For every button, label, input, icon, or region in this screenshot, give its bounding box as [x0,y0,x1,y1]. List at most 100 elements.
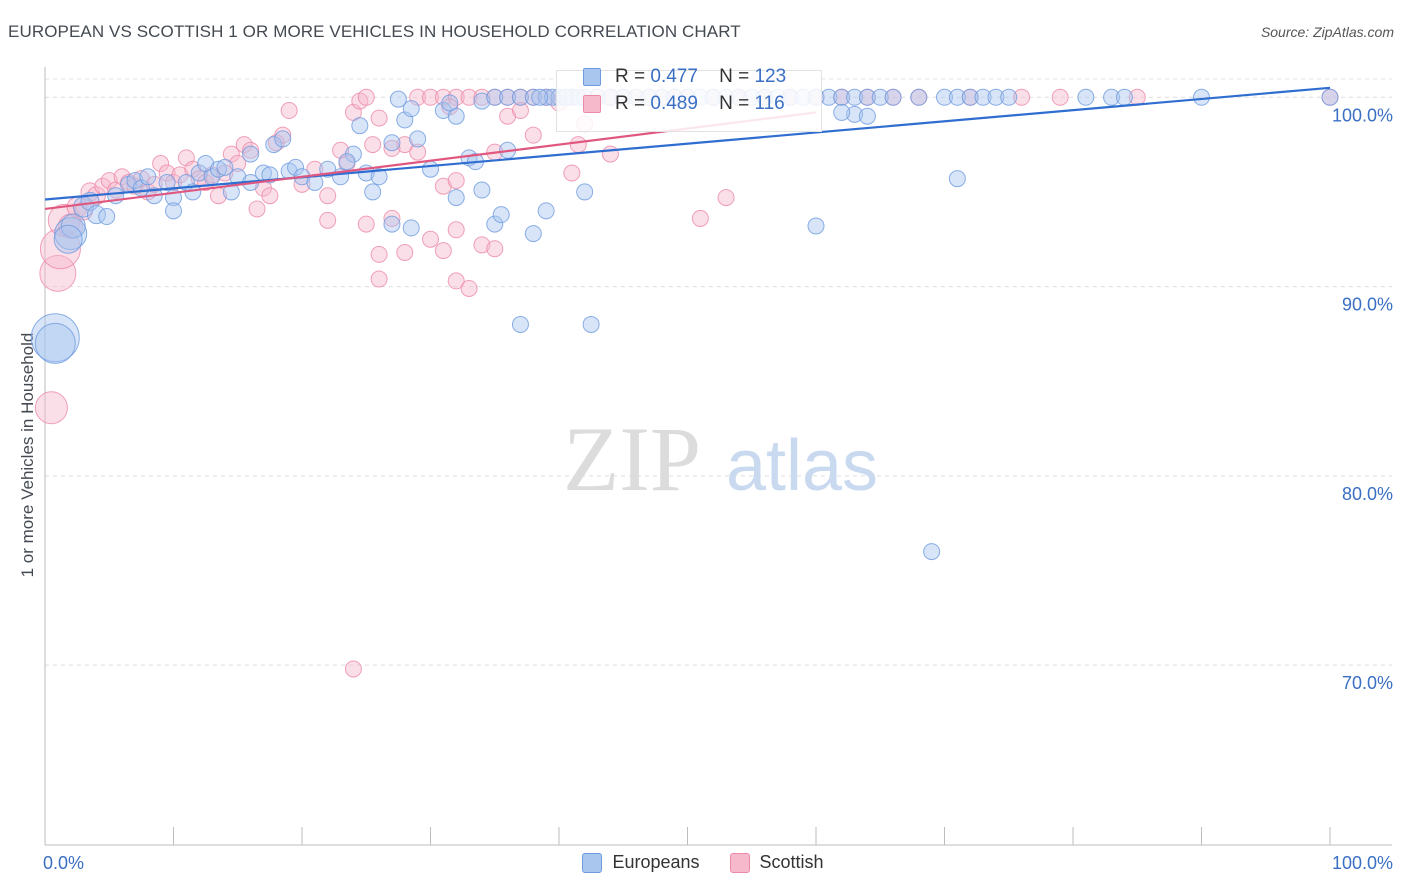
point-europeans-67 [473,92,491,110]
point-europeans-45 [383,134,401,152]
point-europeans-60 [524,225,542,243]
point-europeans-0 [30,313,80,363]
legend-item-europeans[interactable]: Europeans [582,852,700,873]
point-scottish-89 [434,177,452,195]
point-scottish-32 [242,141,260,159]
point-europeans-105 [936,88,953,106]
point-europeans-13 [139,168,157,186]
point-scottish-19 [158,164,176,182]
point-scottish-112 [511,102,529,120]
point-scottish-54 [447,88,465,106]
point-europeans-32 [274,130,292,148]
point-scottish-0 [34,391,68,425]
point-europeans-112 [1103,88,1121,106]
point-scottish-41 [319,187,337,205]
point-europeans-23 [209,160,227,178]
point-europeans-77 [531,88,549,106]
point-europeans-102 [871,88,889,106]
point-europeans-116 [807,217,825,235]
n-value-europeans: 123 [754,66,787,87]
point-scottish-110 [383,139,401,157]
point-europeans-1 [34,322,76,364]
trend-line-europeans [44,86,1331,201]
tick-labels: 100.0% 90.0% 80.0% 70.0% 0.0% 100.0% [43,105,1393,873]
point-europeans-48 [422,160,439,178]
point-europeans-99 [833,88,851,106]
point-europeans-108 [974,88,992,106]
point-scottish-102 [447,272,465,290]
point-europeans-51 [402,100,420,118]
point-europeans-4 [53,224,83,254]
point-europeans-118 [858,107,876,125]
watermark-atlas: atlas [726,426,878,506]
point-europeans-62 [576,183,594,201]
point-europeans-42 [338,153,356,171]
point-europeans-55 [447,189,465,207]
point-scottish-106 [569,136,587,154]
point-scottish-94 [383,209,401,227]
point-europeans-121 [833,103,851,121]
point-europeans-61 [537,202,555,220]
y-tick-label-2: 80.0% [1342,484,1393,504]
point-europeans-101 [858,88,876,106]
legend-swatch-scottish [729,852,750,873]
point-europeans-115 [1321,88,1339,106]
point-europeans-72 [537,88,555,106]
point-europeans-15 [158,173,176,191]
point-europeans-68 [486,88,504,106]
point-scottish-48 [319,211,337,229]
stats-swatch-europeans [583,68,601,86]
point-europeans-69 [499,88,517,106]
legend: Europeans Scottish [0,852,1406,873]
point-europeans-114 [1193,88,1210,106]
point-europeans-8 [98,208,116,226]
point-scottish-97 [473,236,491,254]
point-scottish-40 [306,160,324,178]
point-europeans-71 [524,88,542,106]
x-tick-label-1: 100.0% [1332,853,1393,873]
point-europeans-120 [923,543,941,561]
point-scottish-90 [447,172,465,190]
point-scottish-101 [434,242,452,260]
point-scottish-105 [563,164,581,182]
n-label: N = [719,66,750,87]
stats-text-scottish: R = 0.489 N = 116 [615,93,785,115]
y-tick-label-1: 90.0% [1342,295,1393,315]
point-scottish-47 [370,109,388,127]
point-europeans-30 [242,145,260,163]
point-europeans-100 [846,88,864,106]
r-label: R = [615,66,646,87]
point-scottish-114 [601,145,619,163]
point-scottish-83 [1013,88,1031,106]
point-europeans-58 [486,215,504,233]
point-europeans-103 [884,88,902,106]
point-scottish-100 [370,270,388,288]
point-europeans-7 [86,205,106,225]
stats-swatch-scottish [583,95,601,113]
point-europeans-113 [1115,88,1133,106]
chart-title: EUROPEAN VS SCOTTISH 1 OR MORE VEHICLES … [8,22,741,41]
point-europeans-106 [948,88,966,106]
point-scottish-2 [39,228,81,270]
point-scottish-49 [357,215,375,233]
gridlines [45,78,1392,666]
watermark-zip: ZIP [563,408,701,510]
point-scottish-103 [460,279,478,297]
point-scottish-93 [370,245,388,263]
stats-text-europeans: R = 0.477 N = 123 [615,66,786,88]
point-europeans-117 [846,105,864,123]
legend-label-scottish: Scottish [759,852,824,872]
point-scottish-88 [409,143,427,161]
data-points [30,88,1339,678]
source-credit: Source: ZipAtlas.com [1260,24,1394,40]
point-scottish-56 [473,88,491,106]
n-value-scottish: 116 [754,93,785,114]
point-europeans-41 [370,168,388,186]
r-value-scottish: 0.489 [650,93,698,114]
point-europeans-43 [351,117,369,135]
point-europeans-110 [1000,88,1018,106]
point-scottish-18 [152,155,170,173]
point-europeans-65 [582,315,600,333]
legend-item-scottish[interactable]: Scottish [729,852,824,873]
